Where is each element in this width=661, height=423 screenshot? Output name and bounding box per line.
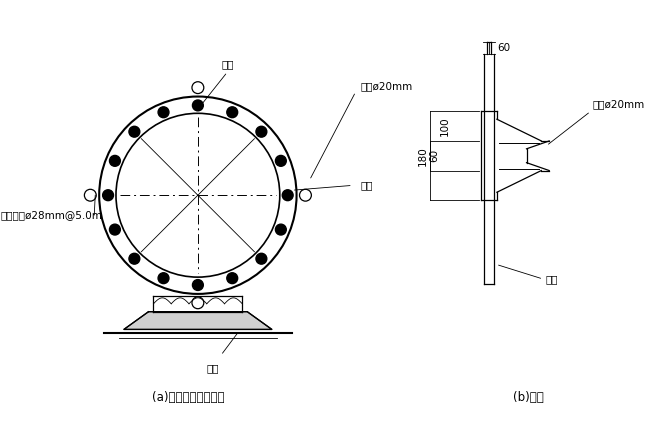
Circle shape [158, 107, 169, 118]
Text: 60: 60 [497, 43, 510, 53]
Text: (b)耳环: (b)耳环 [513, 391, 544, 404]
Circle shape [102, 190, 114, 201]
Text: 180: 180 [418, 146, 428, 166]
Text: 枕木: 枕木 [206, 363, 219, 373]
Circle shape [110, 155, 120, 166]
Circle shape [256, 126, 267, 137]
Circle shape [192, 100, 204, 111]
Text: 主筋: 主筋 [221, 59, 234, 69]
Text: 加劲支撞ø28mm@5.0m: 加劲支撞ø28mm@5.0m [1, 210, 102, 220]
Circle shape [227, 273, 238, 283]
Circle shape [256, 253, 267, 264]
Circle shape [129, 126, 140, 137]
Polygon shape [124, 312, 272, 330]
Text: 耳环ø20mm: 耳环ø20mm [361, 82, 413, 92]
Text: (a)钒筋笼的加固成型: (a)钒筋笼的加固成型 [152, 391, 224, 404]
Circle shape [129, 253, 140, 264]
Circle shape [227, 107, 238, 118]
Circle shape [110, 224, 120, 235]
Circle shape [276, 224, 286, 235]
Text: 100: 100 [440, 116, 449, 136]
Text: 主筋: 主筋 [545, 274, 558, 284]
Circle shape [158, 273, 169, 283]
Circle shape [282, 190, 293, 201]
Text: 笼筋: 笼筋 [361, 180, 373, 190]
Circle shape [276, 155, 286, 166]
Text: 耳环ø20mm: 耳环ø20mm [593, 99, 645, 110]
Text: 60: 60 [430, 149, 440, 162]
Circle shape [192, 280, 204, 291]
